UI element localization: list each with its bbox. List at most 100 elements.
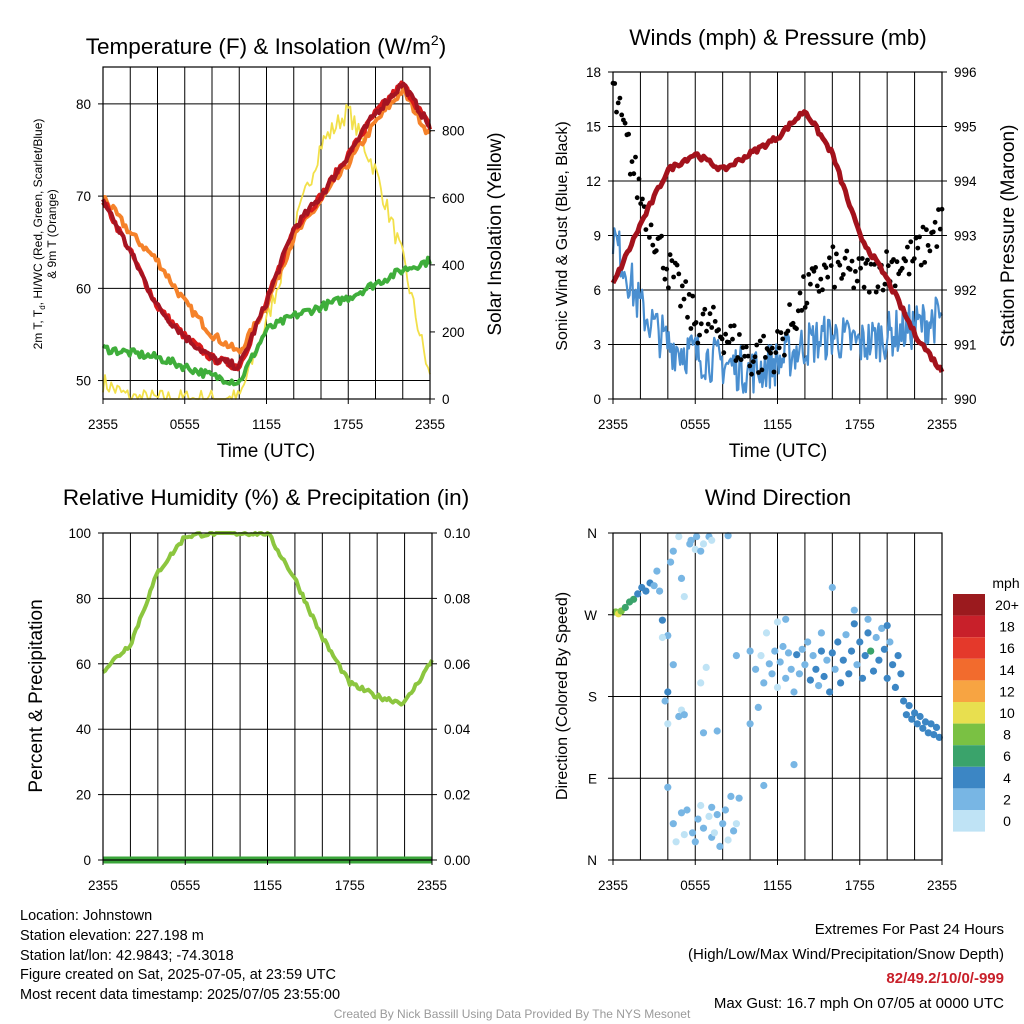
gust-point [854,278,860,284]
direction-point [773,618,782,626]
gust-point [697,332,702,338]
series-line-solar-insolation [102,103,431,400]
gust-point [700,311,706,317]
gust-point [640,196,645,202]
gust-point [688,326,694,331]
gust-point [818,276,824,282]
direction-point [765,660,773,668]
gust-point [685,314,690,320]
direction-point [869,667,878,675]
direction-point [790,688,798,696]
temperature-y-label-line2: & 9m T (Orange) [45,189,59,279]
direction-point [889,661,897,669]
y-tick-label: 0.04 [444,722,471,737]
colorbar-label: 0 [1003,813,1011,829]
direction-point [762,629,771,637]
gust-point [638,201,644,207]
direction-point [661,697,669,705]
station-latlon: Station lat/lon: 42.9843; -74.3018 [20,947,234,964]
colorbar-swatch [953,745,985,767]
direction-point [752,665,760,673]
gust-point [633,154,638,160]
y-tick-label: 12 [586,174,601,189]
wind-direction-points [612,532,943,851]
y-tick-label: 996 [954,65,977,80]
gust-point [880,287,886,293]
gust-point [735,355,741,360]
x-tick-label: 1155 [763,878,792,893]
wind-y-ticks: 0 3 6 9 12 15 18 [586,65,613,407]
x-tick-label: 2355 [598,417,628,432]
wind-y-label: Sonic Wind & Gust (Blue, Black) [554,121,571,350]
gust-point [763,355,768,360]
gust-point [799,308,805,313]
gust-point [849,258,855,264]
x-tick-label: 1155 [253,878,282,893]
gust-point [707,311,713,317]
gust-point [711,304,716,310]
gust-point [830,244,836,250]
direction-point [688,829,697,837]
gust-point [702,306,708,312]
gust-point [858,265,863,271]
direction-point [699,824,708,832]
gust-point [721,350,727,356]
extremes-title: Extremes For Past 24 Hours [814,921,1004,938]
gust-point [932,219,938,225]
direction-point [650,582,658,590]
gust-point [719,336,725,342]
gust-point [827,255,832,261]
winds-panel: Winds (mph) & Pressure (mb) 0 3 6 9 12 15 18 9… [554,25,1019,462]
temperature-chart-title: Temperature (F) & Insolation (W/m2) [86,32,446,59]
gust-point [698,321,704,327]
direction-point [913,720,921,728]
x-tick-label: 2355 [417,878,447,893]
direction-point [677,574,686,583]
gust-point [745,353,751,359]
station-location: Location: Johnstown [20,908,153,924]
gust-point [840,272,846,277]
wind-direction-chart-title: Wind Direction [705,485,851,510]
direction-point [680,831,688,839]
gust-point [875,284,881,290]
gust-point [780,336,786,342]
gust-point [634,195,640,201]
extremes-values: 82/49.2/10/0/-999 [886,970,1004,987]
gust-point [778,330,784,336]
y-tick-label: 18 [586,65,601,80]
y-tick-label: 70 [76,189,91,204]
direction-point [784,649,793,657]
gust-point [832,284,837,290]
direction-point [630,595,638,603]
gust-point [804,300,810,306]
direction-point [664,720,672,728]
direction-point [669,547,677,555]
direction-point [746,720,754,728]
colorbar-label: 4 [1003,770,1011,786]
direction-tick-label: N [587,526,597,541]
direction-point [664,632,672,640]
gust-point [636,176,642,182]
gust-point [934,244,940,250]
gust-point [794,326,799,332]
direction-point [820,672,828,681]
direction-point [834,638,842,646]
y-tick-label: 6 [593,283,601,298]
max-gust: Max Gust: 16.7 mph On 07/05 at 0000 UTC [713,994,1004,1012]
gust-point [917,234,922,240]
direction-point [905,702,913,710]
extremes-fields: (High/Low/Max Wind/Precipitation/Snow De… [688,945,1004,963]
direction-point [705,812,713,821]
direction-point [719,820,727,828]
gust-point [750,359,756,364]
gust-point [667,252,673,258]
direction-point [856,638,864,646]
direction-tick-label: E [588,771,597,786]
direction-point [708,536,716,544]
gust-point [761,333,766,339]
direction-point [861,652,869,660]
gust-point [653,248,659,254]
colorbar-swatch [953,723,985,746]
